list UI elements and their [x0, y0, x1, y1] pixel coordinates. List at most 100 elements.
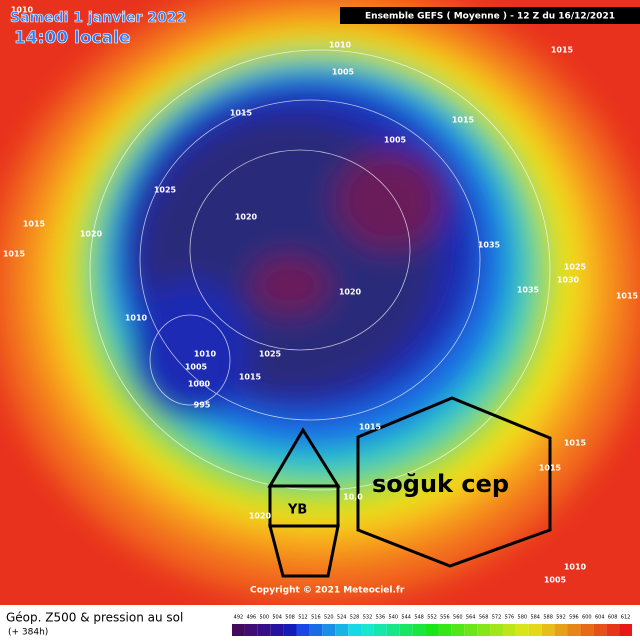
- pressure-label: 1005: [384, 136, 407, 145]
- scale-label: 516: [311, 615, 321, 621]
- pressure-label: 1035: [517, 286, 540, 295]
- scale-swatch: [528, 624, 542, 636]
- scale-swatch: [515, 624, 529, 636]
- pressure-label: 1020: [339, 288, 362, 297]
- scale-label: 568: [479, 615, 489, 621]
- scale-label: 564: [466, 615, 476, 621]
- color-scale: 492 496 500 504 508 512 516 520 524 528 532 536 540 5…: [232, 615, 632, 636]
- pressure-label: 1015: [359, 423, 382, 432]
- scale-swatch: [412, 624, 426, 636]
- pressure-label: 1015: [551, 46, 574, 55]
- scale-label: 528: [350, 615, 360, 621]
- scale-swatch: [477, 624, 491, 636]
- scale-swatch: [541, 624, 555, 636]
- scale-label: 596: [569, 615, 579, 621]
- pressure-label: 1005: [332, 68, 355, 77]
- scale-swatch: [244, 624, 258, 636]
- scale-swatch: [593, 624, 607, 636]
- pressure-label: 1015: [616, 292, 639, 301]
- pressure-labels: 1010 1010 1015 1005 1015 1015 1005 1025 1020 1015…: [3, 6, 639, 585]
- scale-label: 612: [621, 615, 631, 621]
- scale-label: 552: [427, 615, 437, 621]
- scale-label: 604: [595, 615, 605, 621]
- pressure-label: 1005: [185, 363, 208, 372]
- header-bar: [340, 7, 640, 24]
- scale-label: 496: [247, 615, 257, 621]
- scale-swatch: [361, 624, 374, 636]
- height-field: [0, 0, 640, 600]
- isobars: [89, 49, 551, 491]
- scale-swatch: [283, 624, 297, 636]
- scale-label: 584: [530, 615, 540, 621]
- pressure-label: 1025: [154, 186, 177, 195]
- pressure-label: 1015: [23, 220, 46, 229]
- scale-swatch: [257, 624, 271, 636]
- scale-label: 540: [389, 615, 399, 621]
- scale-swatch: [619, 624, 632, 636]
- annotation-shapes: [267, 396, 552, 578]
- region-label: soğuk cep: [372, 470, 509, 498]
- scale-label: 548: [414, 615, 424, 621]
- scale-label: 492: [234, 615, 244, 621]
- scale-swatch: [425, 624, 439, 636]
- pressure-label: 1010: [11, 6, 34, 15]
- pressure-label: 1015: [239, 373, 262, 382]
- scale-swatch: [309, 624, 323, 636]
- scale-swatch: [322, 624, 336, 636]
- pressure-label: 1015: [3, 250, 26, 259]
- time: 14:00 locale: [14, 28, 130, 48]
- scale-label: 508: [285, 615, 295, 621]
- scale-swatch: [502, 624, 516, 636]
- footer-lead: (+ 384h): [8, 628, 48, 638]
- scale-swatch: [373, 624, 387, 636]
- scale-swatch: [490, 624, 503, 636]
- pressure-label: 1010: [125, 314, 148, 323]
- scale-swatch: [335, 624, 349, 636]
- pressure-label: 1010: [329, 41, 352, 50]
- scale-label: 592: [556, 615, 566, 621]
- scale-label: 524: [337, 615, 347, 621]
- pressure-label: 1015: [452, 116, 475, 125]
- scale-label: 500: [259, 615, 269, 621]
- copyright: Copyright © 2021 Meteociel.fr: [250, 586, 405, 596]
- scale-label: 580: [518, 615, 528, 621]
- scale-swatch: [580, 624, 594, 636]
- pressure-label: 1015: [564, 439, 587, 448]
- pressure-label: 995: [194, 401, 211, 410]
- scale-label: 588: [543, 615, 553, 621]
- scale-label: 572: [492, 615, 502, 621]
- scale-swatch: [232, 624, 245, 636]
- pressure-label: 1025: [564, 263, 587, 272]
- scale-swatch: [567, 624, 581, 636]
- scale-label: 560: [453, 615, 463, 621]
- scale-swatch: [554, 624, 568, 636]
- scale-swatch: [399, 624, 413, 636]
- scale-swatch: [386, 624, 400, 636]
- pressure-label: 1025: [259, 350, 282, 359]
- scale-label: 556: [440, 615, 450, 621]
- pressure-label: 1015: [230, 109, 253, 118]
- scale-label: 512: [298, 615, 308, 621]
- pressure-label: 1010: [564, 563, 587, 572]
- scale-label: 536: [376, 615, 386, 621]
- scale-label: 544: [401, 615, 411, 621]
- date: Samedi 1 janvier 2022: [10, 10, 186, 26]
- footer-title: Géop. Z500 & pression au sol: [6, 611, 183, 625]
- scale-swatch: [464, 624, 478, 636]
- scale-label: 600: [582, 615, 592, 621]
- scale-label: 532: [363, 615, 373, 621]
- scale-label: 520: [324, 615, 334, 621]
- pressure-label: 10,0: [343, 493, 363, 502]
- scale-swatch: [296, 624, 310, 636]
- scale-swatch: [451, 624, 465, 636]
- scale-label: 576: [505, 615, 515, 621]
- pressure-label: 1000: [188, 380, 211, 389]
- pressure-label: 1020: [80, 230, 103, 239]
- pressure-label: 1005: [544, 576, 567, 585]
- scale-swatch: [348, 624, 362, 636]
- scale-swatch: [438, 624, 452, 636]
- run-info: Ensemble GEFS ( Moyenne ) - 12 Z du 16/1…: [365, 12, 615, 22]
- scale-swatch: [606, 624, 620, 636]
- pressure-label: 1020: [235, 213, 258, 222]
